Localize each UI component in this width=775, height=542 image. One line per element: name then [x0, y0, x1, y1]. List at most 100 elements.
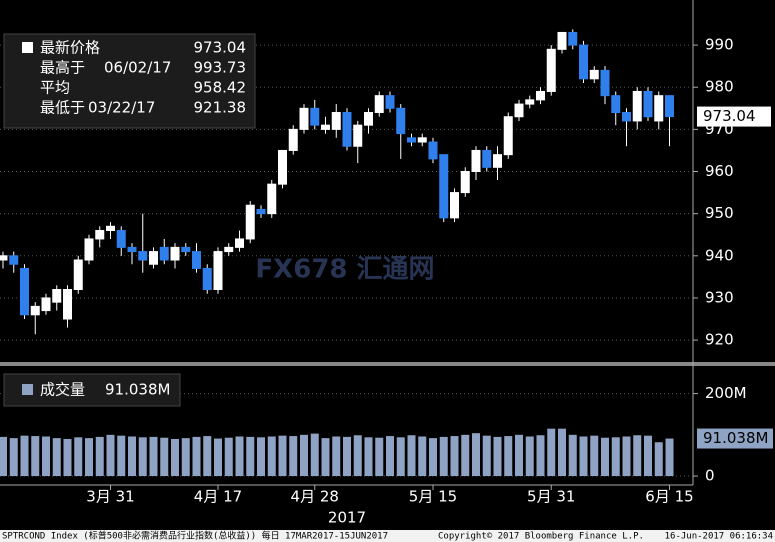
candle-body	[192, 251, 201, 269]
volume-bar	[128, 436, 136, 477]
candle-body	[73, 259, 83, 291]
y-tick-label: 930	[705, 288, 734, 306]
volume-bar	[52, 438, 61, 477]
volume-bar	[611, 437, 620, 477]
legend-label: 最低于	[40, 99, 85, 117]
volume-bar	[257, 437, 265, 477]
legend-value: 958.42	[194, 79, 247, 97]
y-tick-label: 920	[705, 331, 734, 349]
volume-bar	[536, 435, 545, 477]
volume-bar	[547, 428, 556, 477]
volume-bar	[171, 438, 179, 477]
candle-body	[52, 289, 62, 303]
candle-body	[396, 107, 406, 135]
candle-body	[643, 90, 653, 118]
volume-bar	[450, 436, 459, 477]
x-tick-label: 4月 28	[291, 488, 339, 506]
candle-body	[460, 171, 470, 194]
candle-body	[106, 225, 115, 232]
y-tick-label: 950	[705, 204, 734, 222]
volume-bar	[558, 428, 566, 477]
volume-bar	[429, 438, 437, 477]
volume-bar	[644, 435, 652, 477]
last-price-tag: 973.04	[703, 107, 756, 125]
legend-swatch	[22, 384, 33, 395]
last-volume-tag: 91.038M	[703, 429, 768, 447]
volume-bar	[321, 438, 330, 477]
candle-body	[514, 103, 524, 118]
volume-bar	[300, 434, 308, 477]
volume-bar	[95, 436, 104, 477]
last-volume-tag-bg	[697, 428, 773, 449]
volume-bar	[31, 436, 40, 477]
candle-body	[654, 95, 664, 122]
x-tick-label: 5月 31	[527, 488, 575, 506]
candle-body	[288, 128, 298, 151]
candle-body	[374, 95, 384, 114]
volume-bar	[515, 434, 523, 477]
volume-bar	[192, 436, 201, 477]
volume-bar	[418, 436, 427, 477]
candle-body	[331, 112, 341, 130]
footer-left: SPTRCOND Index (标普500非必需消费品行业指数(总收益)) 每日…	[2, 530, 388, 542]
candle-body	[149, 251, 158, 265]
volume-bar	[117, 435, 126, 477]
volume-bar	[332, 436, 341, 477]
candle-body	[579, 44, 588, 80]
volume-bar	[224, 437, 233, 477]
candle-body	[321, 124, 330, 130]
volume-bar	[85, 438, 93, 477]
candle-body	[213, 251, 223, 291]
x-tick-label: 6月 15	[645, 488, 693, 506]
y-tick-label: 960	[705, 162, 734, 180]
legend-value: 973.04	[194, 39, 247, 57]
candle-body	[63, 289, 72, 320]
candle-body	[20, 267, 29, 316]
volume-bar	[665, 438, 674, 477]
volume-bar	[601, 437, 609, 477]
candle-body	[622, 112, 631, 122]
volume-bar	[493, 436, 502, 477]
candle-body	[127, 246, 137, 253]
candle-body	[364, 112, 373, 126]
candle-body	[525, 99, 535, 105]
volume-bar	[633, 435, 642, 477]
volume-bar	[63, 438, 72, 477]
volume-bar	[278, 435, 287, 477]
candle-body	[665, 95, 674, 118]
legend-box	[3, 33, 256, 129]
y-tick-label: 200M	[705, 384, 747, 402]
candle-body	[385, 95, 395, 109]
volume-bar	[353, 435, 362, 477]
candle-body	[482, 149, 492, 168]
legend-swatch	[22, 42, 33, 53]
volume-bar	[568, 434, 577, 477]
candle-body	[450, 192, 459, 219]
x-axis-label: 2017	[328, 509, 366, 527]
candle-body	[568, 31, 578, 46]
candle-body	[439, 154, 449, 219]
volume-bar	[504, 436, 513, 477]
legend-date: 03/22/17	[88, 99, 155, 117]
volume-bar	[472, 433, 480, 477]
volume-bar	[579, 436, 588, 477]
y-tick-label: 990	[705, 36, 734, 54]
candle-body	[256, 208, 266, 215]
candle-body	[417, 137, 427, 143]
candle-body	[342, 112, 352, 147]
candle-body	[278, 149, 287, 185]
candle-body	[224, 246, 234, 253]
candle-body	[84, 238, 94, 261]
volume-bar	[20, 435, 29, 477]
volume-bar	[461, 434, 470, 477]
volume-bar	[246, 436, 255, 477]
candle-body	[493, 154, 502, 168]
panel-separator	[0, 362, 775, 366]
x-tick-label: 5月 15	[409, 488, 457, 506]
volume-bar	[482, 435, 491, 477]
candle-body	[0, 255, 8, 261]
volume-bar	[235, 436, 244, 477]
candle-body	[557, 31, 567, 50]
volume-bar	[289, 436, 298, 477]
volume-bar	[181, 438, 190, 477]
